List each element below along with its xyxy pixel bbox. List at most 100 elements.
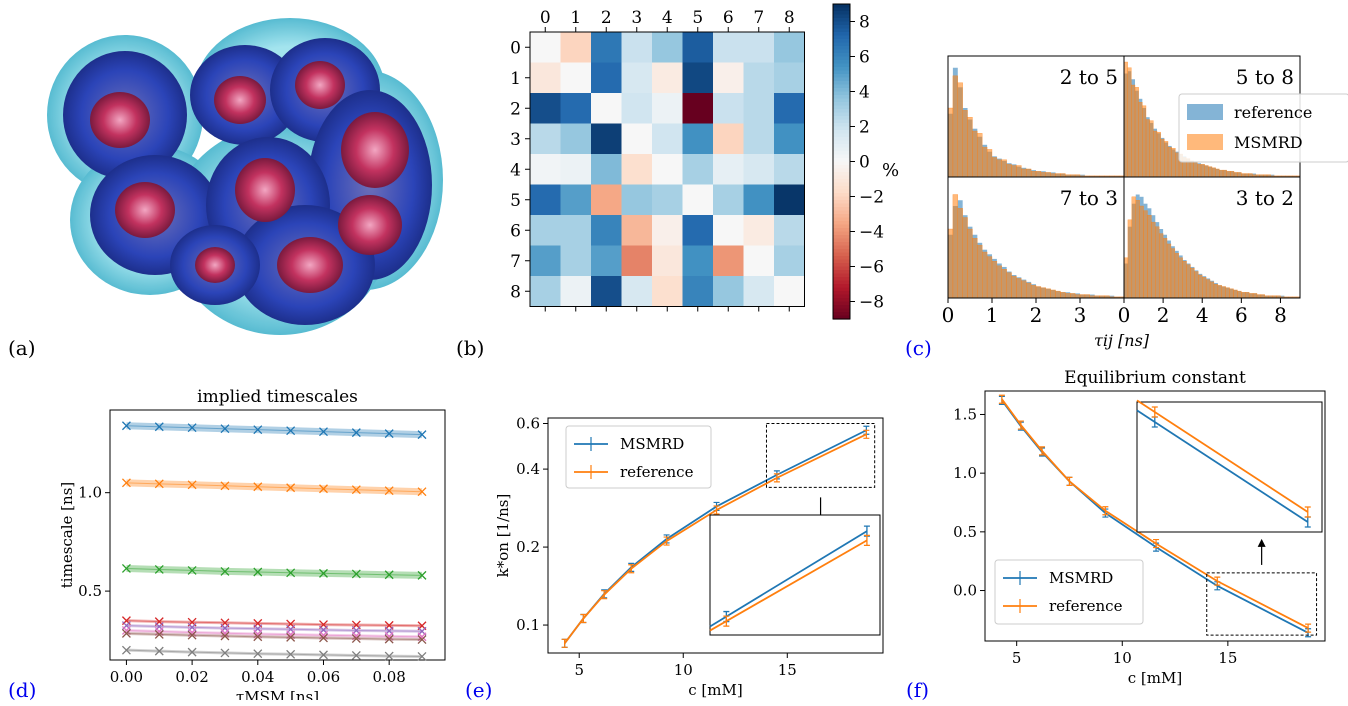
hist-bar-msmrd — [1079, 294, 1086, 299]
heatmap-cell-2-6 — [713, 93, 744, 124]
colorbar-step — [833, 210, 850, 215]
y-tick-label: 0 — [510, 38, 521, 58]
timescale-marker-1 — [351, 485, 361, 495]
colorbar-step — [833, 308, 850, 313]
heatmap-cell-3-4 — [652, 123, 683, 155]
colorbar-step — [833, 277, 850, 282]
kon-errorbar-1 — [773, 473, 780, 483]
colorbar-step — [833, 130, 850, 135]
x-axis-label: τMSM [ns] — [236, 688, 319, 700]
x-axis-label: c [mM] — [1128, 669, 1182, 687]
hist-bar-msmrd — [1050, 173, 1056, 178]
heatmap-cell-2-1 — [560, 93, 592, 124]
colorbar-step — [833, 301, 850, 306]
legend-label-reference: reference — [1234, 103, 1312, 122]
timescale-marker-7 — [286, 649, 296, 659]
x-tick-label: 2 — [601, 8, 612, 28]
timescale-marker-6 — [319, 633, 328, 643]
colorbar-step — [833, 168, 850, 173]
x-tick-label: 15 — [778, 661, 797, 679]
heatmap-cell-3-8 — [774, 123, 805, 155]
keq-errorbar-1 — [1153, 538, 1160, 549]
hist-bar-msmrd — [972, 130, 978, 178]
heatmap-cell-7-4 — [652, 245, 683, 277]
colorbar-step — [833, 60, 850, 65]
heatmap-cell-6-2 — [591, 215, 622, 246]
colorbar-step — [833, 147, 850, 152]
colorbar-step — [833, 203, 850, 208]
plot-frame — [547, 417, 884, 654]
colorbar-step — [833, 88, 850, 93]
keq-errorbar-1 — [1017, 420, 1024, 430]
x-tick-label: 10 — [674, 661, 693, 679]
timescale-marker-7 — [384, 651, 394, 661]
colorbar-step — [833, 74, 850, 79]
hist-bar-msmrd — [1233, 289, 1238, 299]
x-tick-label: 5 — [574, 661, 584, 679]
heatmap-cell-4-1 — [560, 154, 592, 185]
hist-bar-msmrd — [1193, 161, 1198, 178]
colorbar-step — [833, 207, 850, 212]
heatmap-cell-3-1 — [560, 123, 592, 155]
x-tick-label: 15 — [1218, 649, 1237, 667]
hist-bar-msmrd — [1045, 288, 1051, 299]
hist-bar-msmrd — [1160, 138, 1165, 178]
keq-errorbar-1 — [1039, 446, 1046, 456]
legend-box — [994, 559, 1144, 625]
legend-swatch-msmrd — [1187, 134, 1223, 150]
x-tick-label: 3 — [631, 8, 642, 28]
panel-d-implied-timescales: 0.00 0.02 0.04 0.06 0.08 0.5 1.0 implied timesc… — [58, 387, 446, 700]
heatmap-cell-7-6 — [713, 245, 744, 277]
hist-bar-msmrd — [1151, 221, 1156, 299]
timescale-marker-7 — [417, 651, 427, 661]
y-tick-label: 1.5 — [953, 405, 977, 423]
timescale-marker-2 — [351, 569, 361, 579]
timescale-marker-2 — [253, 567, 263, 577]
x-tick-label: 0.06 — [307, 668, 340, 686]
colorbar-tick-label: 8 — [859, 13, 870, 33]
colorbar-step — [833, 39, 850, 44]
kon-errorbar-1 — [628, 564, 635, 574]
hist-bar-msmrd — [1208, 166, 1213, 178]
colorbar-tick-label: −6 — [859, 258, 884, 278]
colorbar-step — [833, 287, 850, 292]
heatmap-cell-5-0 — [530, 184, 561, 216]
hist-bar-msmrd — [1167, 146, 1172, 178]
colorbar-step — [833, 81, 850, 86]
heatmap-cell-6-7 — [743, 215, 775, 246]
heatmap-cell-8-4 — [652, 276, 683, 307]
hist-bar-msmrd — [967, 228, 973, 299]
legend-label-0: MSMRD — [620, 435, 684, 453]
colorbar-step — [833, 84, 850, 89]
hist-bar-msmrd — [967, 116, 973, 178]
hist-bar-msmrd — [1021, 280, 1027, 299]
hist-bar-msmrd — [1142, 105, 1147, 178]
hist-bar-msmrd — [982, 251, 988, 299]
colorbar-step — [833, 7, 850, 12]
x-tick-label: 0 — [540, 8, 551, 28]
hist-bar-msmrd — [991, 157, 998, 178]
hist-bar-msmrd — [1021, 168, 1027, 178]
hist-bar-msmrd — [1123, 257, 1129, 299]
y-tick-label: 0.4 — [516, 460, 540, 478]
colorbar-tick-label: 0 — [859, 153, 870, 173]
y-tick-label: 3 — [510, 130, 521, 150]
heatmap-cell-7-8 — [774, 245, 805, 277]
hist-bar-msmrd — [1213, 283, 1219, 299]
colorbar-tick-label: 2 — [859, 118, 870, 138]
hist-bar-msmrd — [1171, 148, 1176, 178]
colorbar-step — [833, 217, 850, 222]
colorbar-step — [833, 189, 850, 194]
x-tick-label: 0.00 — [110, 668, 143, 686]
heatmap-cell-1-2 — [591, 62, 622, 94]
hist-bar-msmrd — [1197, 164, 1202, 178]
hist-bar-msmrd — [1060, 173, 1066, 178]
heatmap-cell-0-8 — [774, 32, 805, 63]
keq-errorbar-1 — [998, 394, 1005, 404]
colorbar-step — [833, 126, 850, 131]
hist-bar-msmrd — [1131, 84, 1136, 178]
timescale-marker-7 — [154, 646, 164, 656]
colorbar-step — [833, 172, 850, 177]
colorbar-step — [833, 140, 850, 145]
y-tick-label: 6 — [510, 221, 521, 241]
